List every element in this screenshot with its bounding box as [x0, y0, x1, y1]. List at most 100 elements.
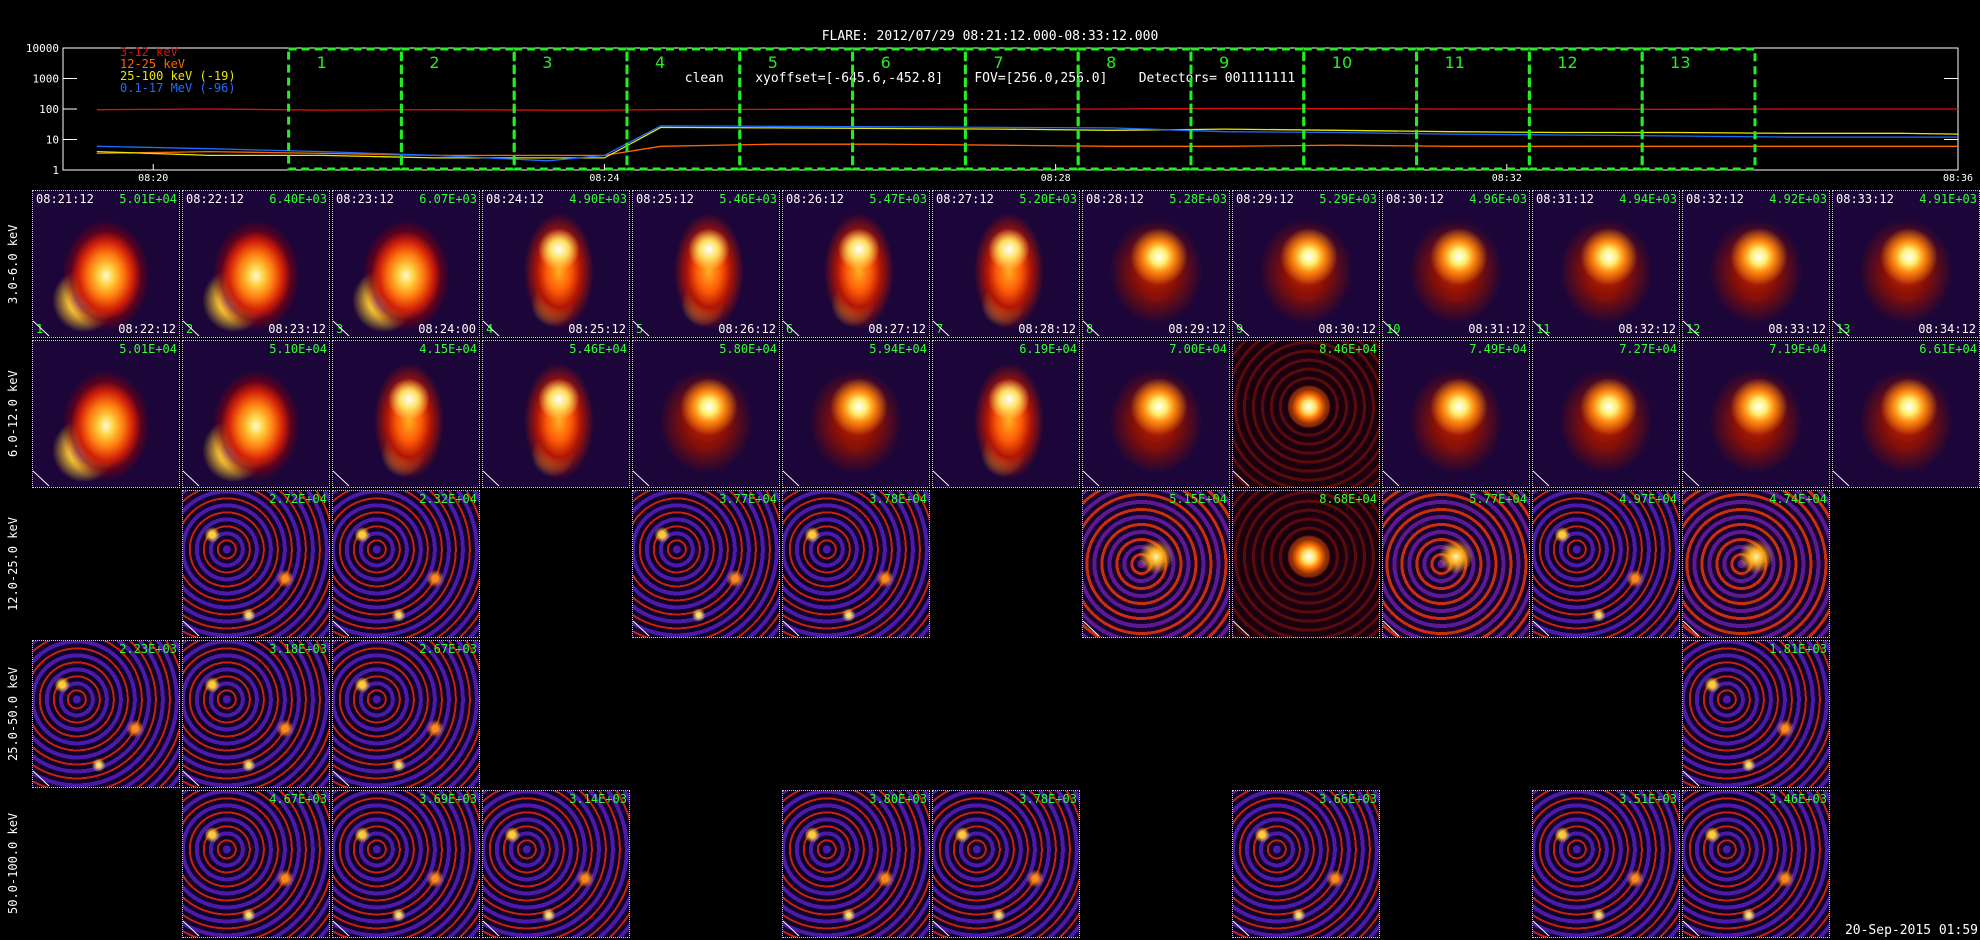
scale-marker — [933, 470, 950, 487]
tile-peak-value: 3.77E+04 — [719, 492, 777, 506]
lightcurve-ytick-label: 10 — [46, 134, 59, 147]
scale-marker — [183, 770, 200, 787]
scale-marker — [1683, 320, 1700, 337]
tile-start-time: 08:24:12 — [486, 192, 544, 206]
tile-peak-value: 3.66E+03 — [1319, 792, 1377, 806]
image-tile: 7.19E+04 — [1682, 340, 1830, 488]
energy-band-label: 6.0-12.0 keV — [6, 370, 20, 458]
tile-start-time: 08:22:12 — [186, 192, 244, 206]
tile-peak-value: 8.68E+04 — [1319, 492, 1377, 506]
scale-marker — [183, 920, 200, 937]
image-tile: 08:22:12 6.40E+03 08:23:12 2 — [182, 190, 330, 338]
scale-marker — [1083, 320, 1100, 337]
tile-peak-value: 4.94E+03 — [1619, 192, 1677, 206]
scale-marker — [633, 320, 650, 337]
lightcurve-xtick-label: 08:28 — [1041, 173, 1071, 184]
scale-marker — [1683, 920, 1700, 937]
image-tile: 2.23E+03 — [32, 640, 180, 788]
tile-start-time: 08:29:12 — [1236, 192, 1294, 206]
scale-marker — [783, 620, 800, 637]
tile-peak-value: 2.32E+04 — [419, 492, 477, 506]
datestamp: 20-Sep-2015 01:59 — [1844, 923, 1978, 938]
image-tile: 5.01E+04 — [32, 340, 180, 488]
reconstructed-image — [1233, 791, 1379, 937]
scale-marker — [1383, 470, 1400, 487]
scale-marker — [1533, 320, 1550, 337]
reconstructed-image — [1533, 791, 1679, 937]
reconstructed-image — [333, 341, 479, 487]
reconstructed-image — [333, 791, 479, 937]
tile-peak-value: 5.28E+03 — [1169, 192, 1227, 206]
reconstructed-image — [1533, 491, 1679, 637]
tile-interval-index: 12 — [1686, 322, 1701, 336]
image-tile: 5.77E+04 — [1382, 490, 1530, 638]
image-tile: 4.74E+04 — [1682, 490, 1830, 638]
interval-label: 5 — [768, 53, 778, 72]
tile-end-time: 08:28:12 — [1018, 322, 1076, 336]
reconstructed-image — [1833, 191, 1979, 337]
scale-marker — [933, 920, 950, 937]
tile-peak-value: 3.78E+04 — [869, 492, 927, 506]
image-tile: 3.18E+03 — [182, 640, 330, 788]
scale-marker — [183, 620, 200, 637]
tile-interval-index: 13 — [1836, 322, 1851, 336]
tile-end-time: 08:33:12 — [1768, 322, 1826, 336]
tile-peak-value: 5.94E+04 — [869, 342, 927, 356]
reconstructed-image — [183, 491, 329, 637]
flare-title: FLARE: 2012/07/29 08:21:12.000-08:33:12.… — [821, 29, 1159, 44]
tile-peak-value: 3.46E+03 — [1769, 792, 1827, 806]
tile-start-time: 08:25:12 — [636, 192, 694, 206]
scale-marker — [33, 470, 50, 487]
image-tile: 5.80E+04 — [632, 340, 780, 488]
image-tile: 2.32E+04 — [332, 490, 480, 638]
reconstructed-image — [783, 191, 929, 337]
reconstructed-image — [483, 791, 629, 937]
image-tile: 3.51E+03 — [1532, 790, 1680, 938]
scale-marker — [1833, 320, 1850, 337]
tile-interval-index: 2 — [186, 322, 194, 336]
tile-peak-value: 5.80E+04 — [719, 342, 777, 356]
tile-end-time: 08:24:00 — [418, 322, 476, 336]
tile-peak-value: 7.00E+04 — [1169, 342, 1227, 356]
image-tile: 08:32:12 4.92E+03 08:33:12 12 — [1682, 190, 1830, 338]
image-tile: 3.78E+03 — [932, 790, 1080, 938]
tile-end-time: 08:23:12 — [268, 322, 326, 336]
image-tile: 4.15E+04 — [332, 340, 480, 488]
reconstructed-image — [1383, 491, 1529, 637]
energy-band-label: 25.0-50.0 keV — [6, 666, 20, 761]
reconstructed-image — [183, 341, 329, 487]
reconstructed-image — [1683, 341, 1829, 487]
lightcurve-xtick-label: 08:32 — [1492, 173, 1522, 184]
legend-entry: 0.1-17 MeV (-96) — [120, 81, 236, 95]
tile-start-time: 08:30:12 — [1386, 192, 1444, 206]
tile-peak-value: 3.78E+03 — [1019, 792, 1077, 806]
image-tile: 6.19E+04 — [932, 340, 1080, 488]
scale-marker — [183, 320, 200, 337]
tile-end-time: 08:30:12 — [1318, 322, 1376, 336]
interval-label: 13 — [1670, 53, 1690, 72]
tile-interval-index: 7 — [936, 322, 944, 336]
image-tile: 5.10E+04 — [182, 340, 330, 488]
tile-peak-value: 3.18E+03 — [269, 642, 327, 656]
interval-label: 7 — [993, 53, 1003, 72]
interval-label: 10 — [1332, 53, 1352, 72]
image-tile: 7.27E+04 — [1532, 340, 1680, 488]
scale-marker — [1383, 620, 1400, 637]
tile-peak-value: 3.14E+03 — [569, 792, 627, 806]
tile-start-time: 08:33:12 — [1836, 192, 1894, 206]
tile-peak-value: 5.15E+04 — [1169, 492, 1227, 506]
scale-marker — [1233, 920, 1250, 937]
image-tile: 08:24:12 4.90E+03 08:25:12 4 — [482, 190, 630, 338]
tile-peak-value: 6.61E+04 — [1919, 342, 1977, 356]
tile-peak-value: 4.92E+03 — [1769, 192, 1827, 206]
interval-box — [399, 47, 516, 171]
reconstructed-image — [183, 791, 329, 937]
image-tile: 3.46E+03 — [1682, 790, 1830, 938]
reconstructed-image — [33, 641, 179, 787]
image-tile: 08:21:12 5.01E+04 08:22:12 1 — [32, 190, 180, 338]
legend-entry: 3-12 keV — [120, 45, 178, 59]
tile-peak-value: 6.40E+03 — [269, 192, 327, 206]
image-tile: 08:23:12 6.07E+03 08:24:00 3 — [332, 190, 480, 338]
legend-entry: 12-25 keV — [120, 57, 185, 71]
interval-label: 6 — [881, 53, 891, 72]
